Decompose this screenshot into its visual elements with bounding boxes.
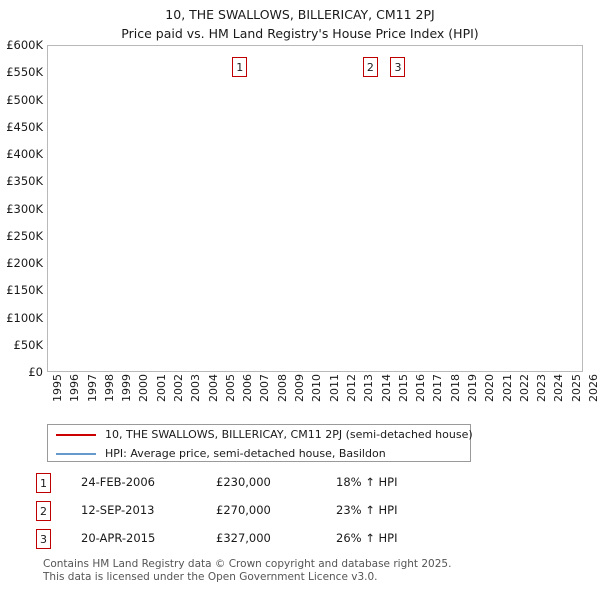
- footer-line-2: This data is licensed under the Open Gov…: [43, 571, 378, 583]
- transaction-price: £270,000: [216, 503, 271, 517]
- y-axis-tick-label: £50K: [13, 337, 44, 352]
- x-axis-tick-label: 1997: [85, 374, 99, 402]
- x-axis-tick-label: 2000: [137, 374, 151, 402]
- transaction-date: 12-SEP-2013: [81, 503, 155, 517]
- table-row: 2 12-SEP-2013 £270,000 23% ↑ HPI: [36, 498, 466, 526]
- y-axis-tick-label: £500K: [6, 92, 43, 107]
- y-axis-tick-label: £300K: [6, 201, 43, 216]
- x-axis-tick-label: 2023: [535, 374, 549, 402]
- y-axis-tick-label: £250K: [6, 228, 43, 243]
- x-axis-tick-label: 2025: [569, 374, 583, 402]
- x-axis-labels: 1995 1996 1997 1998 1999 2000 2001 2002 2003 2004…: [47, 374, 600, 422]
- y-axis-tick-label: £0: [28, 365, 43, 379]
- transaction-hpi-change: 18% ↑ HPI: [336, 475, 398, 489]
- y-axis-tick-label: £350K: [6, 174, 43, 189]
- x-axis-tick-label: 2019: [465, 374, 479, 402]
- chart-marker-badge: 3: [390, 57, 406, 77]
- x-axis-tick-label: 1998: [102, 374, 116, 402]
- x-axis-tick-label: 2014: [379, 374, 393, 402]
- transaction-hpi-change: 26% ↑ HPI: [336, 531, 398, 545]
- chart-marker-badge: 2: [362, 57, 378, 77]
- y-axis-tick-label: £400K: [6, 147, 43, 161]
- transaction-index-badge: 1: [36, 473, 51, 493]
- y-axis-labels: £0 £50K £100K £150K £200K £250K £300K £350K £400…: [0, 38, 44, 379]
- transaction-index-badge: 2: [36, 501, 51, 521]
- plot-border: [47, 45, 583, 372]
- y-axis-tick-label: £200K: [6, 256, 43, 270]
- y-axis-tick-label: £100K: [6, 310, 43, 325]
- x-axis-tick-label: 2020: [483, 374, 497, 402]
- x-axis-tick-label: 2012: [344, 374, 358, 402]
- transaction-date: 20-APR-2015: [81, 531, 156, 545]
- table-row: 3 20-APR-2015 £327,000 26% ↑ HPI: [36, 526, 466, 554]
- x-axis-tick-label: 2004: [206, 374, 220, 402]
- transactions-table: 1 24-FEB-2006 £230,000 18% ↑ HPI 2 12-SE…: [36, 470, 466, 554]
- x-axis-tick-label: 2001: [154, 374, 168, 402]
- x-axis-tick-label: 2026: [587, 374, 600, 402]
- legend-item-property: 10, THE SWALLOWS, BILLERICAY, CM11 2PJ (…: [48, 425, 473, 444]
- x-axis-tick-label: 2010: [310, 374, 324, 402]
- x-axis-tick-label: 1999: [120, 374, 134, 402]
- x-axis-tick-label: 1995: [51, 374, 64, 402]
- x-axis-tick-label: 2011: [327, 374, 341, 402]
- chart-marker-badge: 1: [232, 57, 248, 77]
- y-axis-tick-label: £550K: [6, 65, 43, 80]
- x-axis-tick-label: 2009: [293, 374, 307, 402]
- y-axis-tick-label: £150K: [6, 283, 43, 298]
- x-axis-tick-label: 2017: [431, 374, 445, 402]
- transaction-date: 24-FEB-2006: [81, 475, 155, 489]
- transaction-hpi-change: 23% ↑ HPI: [336, 503, 398, 517]
- legend-item-hpi: HPI: Average price, semi-detached house,…: [48, 444, 470, 463]
- table-row: 1 24-FEB-2006 £230,000 18% ↑ HPI: [36, 470, 466, 498]
- chart-legend: 10, THE SWALLOWS, BILLERICAY, CM11 2PJ (…: [47, 424, 473, 463]
- x-axis-tick-label: 1996: [68, 374, 82, 402]
- x-axis-tick-label: 2016: [414, 374, 428, 402]
- x-axis-tick-label: 2015: [396, 374, 410, 402]
- y-axis-tick-label: £450K: [6, 119, 43, 134]
- x-axis-tick-label: 2021: [500, 374, 514, 402]
- legend-swatch-hpi: [56, 452, 96, 455]
- footer-line-1: Contains HM Land Registry data © Crown c…: [43, 558, 452, 570]
- chart-title: 10, THE SWALLOWS, BILLERICAY, CM11 2PJ: [165, 7, 435, 22]
- x-axis-tick-label: 2007: [258, 374, 272, 402]
- footer-attribution: Contains HM Land Registry data © Crown c…: [43, 558, 583, 584]
- transaction-index-badge: 3: [36, 529, 51, 549]
- x-axis-tick-label: 2003: [189, 374, 203, 402]
- page-title: 10, THE SWALLOWS, BILLERICAY, CM11 2PJ P…: [0, 0, 600, 43]
- x-axis-tick-label: 2013: [362, 374, 376, 402]
- legend-swatch-property: [56, 433, 96, 436]
- legend-label-property: 10, THE SWALLOWS, BILLERICAY, CM11 2PJ (…: [105, 428, 473, 441]
- transaction-price: £327,000: [216, 531, 271, 545]
- x-axis-tick-label: 2006: [241, 374, 255, 402]
- x-axis-tick-label: 2018: [448, 374, 462, 402]
- legend-label-hpi: HPI: Average price, semi-detached house,…: [105, 447, 386, 460]
- transaction-price: £230,000: [216, 475, 271, 489]
- x-axis-tick-label: 2005: [223, 374, 237, 402]
- x-axis-tick-label: 2022: [517, 374, 531, 402]
- x-axis-tick-label: 2002: [172, 374, 186, 402]
- x-axis-tick-label: 2024: [552, 374, 566, 402]
- x-axis-tick-label: 2008: [275, 374, 289, 402]
- y-axis-tick-label: £600K: [6, 38, 43, 52]
- chart-subtitle: Price paid vs. HM Land Registry's House …: [121, 26, 479, 41]
